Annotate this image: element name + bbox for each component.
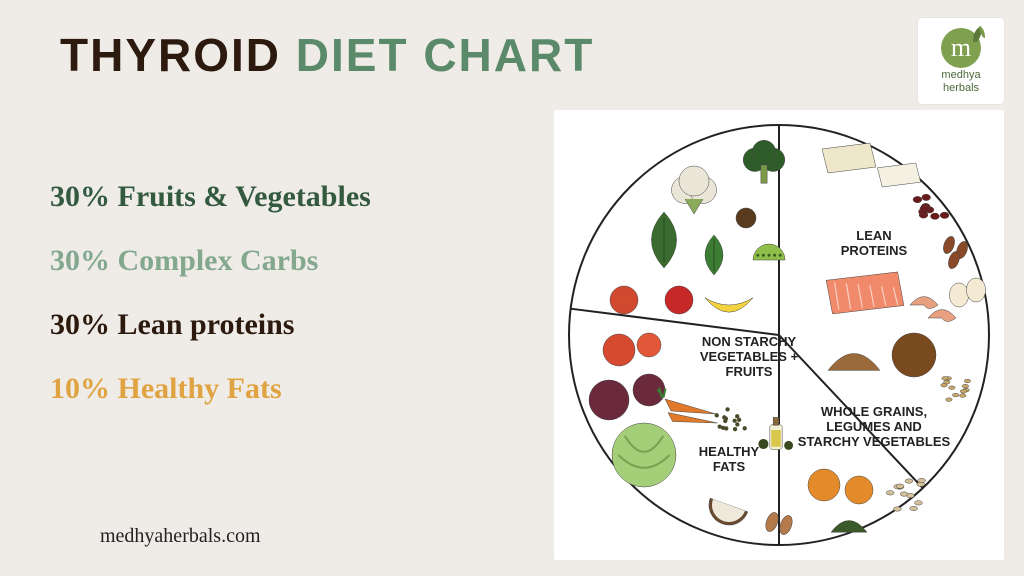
logo-text-2: herbals: [943, 83, 979, 94]
leaf-icon: [971, 24, 987, 44]
logo-letter: m: [951, 33, 971, 63]
pie-svg: NON STARCHYVEGETABLES +FRUITSHEALTHYFATS…: [554, 110, 1004, 560]
logo-mark-icon: m: [941, 28, 981, 68]
site-url: medhyaherbals.com: [100, 525, 261, 548]
bullet-item: 30% Lean proteins: [50, 308, 371, 342]
page-title: THYROID DIET CHART: [60, 28, 594, 82]
bullet-list: 30% Fruits & Vegetables 30% Complex Carb…: [50, 180, 371, 436]
bullet-item: 30% Complex Carbs: [50, 244, 371, 278]
title-part-1: THYROID: [60, 29, 281, 81]
logo-text-1: medhya: [941, 70, 980, 81]
bullet-item: 30% Fruits & Vegetables: [50, 180, 371, 214]
brand-logo: m medhya herbals: [918, 18, 1004, 104]
title-part-2: DIET CHART: [296, 29, 595, 81]
diet-pie-chart: NON STARCHYVEGETABLES +FRUITSHEALTHYFATS…: [554, 110, 1004, 560]
bullet-item: 10% Healthy Fats: [50, 372, 371, 406]
